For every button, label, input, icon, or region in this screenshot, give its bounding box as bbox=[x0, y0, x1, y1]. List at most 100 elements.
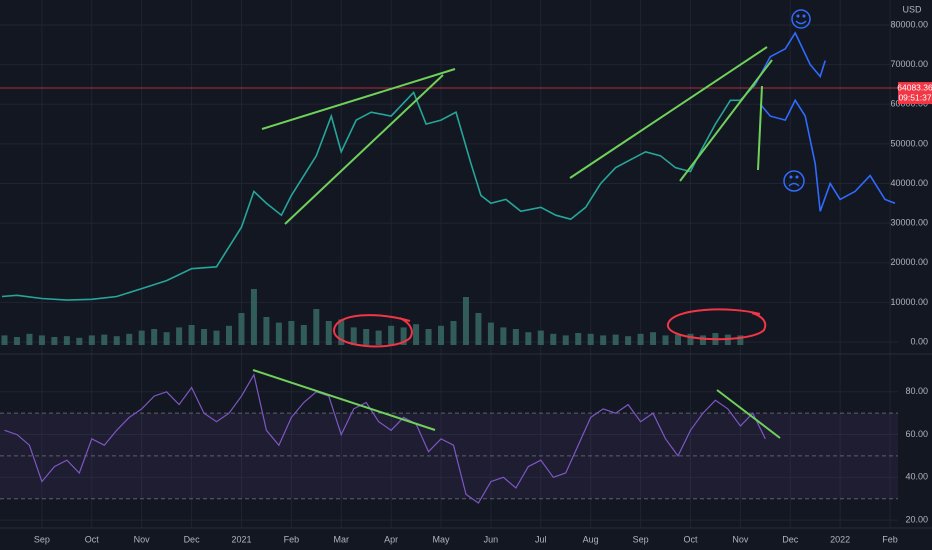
y-tick-label: 20000.00 bbox=[890, 257, 928, 267]
trendline bbox=[284, 74, 444, 225]
countdown-label: 09:51:37 bbox=[898, 92, 931, 102]
volume-bar bbox=[587, 333, 594, 345]
volume-bar bbox=[500, 327, 507, 345]
y-tick-label: 40000.00 bbox=[890, 178, 928, 188]
x-tick-label: May bbox=[433, 534, 451, 544]
volume-bar bbox=[225, 325, 232, 345]
drawings bbox=[252, 46, 781, 439]
marks bbox=[0, 31, 898, 504]
x-tick-label: 2022 bbox=[830, 534, 850, 544]
volume-bar bbox=[238, 313, 245, 345]
x-tick-label: Feb bbox=[284, 534, 300, 544]
trendline bbox=[757, 85, 763, 171]
x-tick-label: Dec bbox=[782, 534, 799, 544]
smileys bbox=[783, 9, 811, 192]
y-tick-label: 70000.00 bbox=[890, 59, 928, 69]
volume-bar bbox=[388, 325, 395, 345]
volume-bar bbox=[138, 330, 145, 345]
trendline bbox=[679, 59, 773, 182]
x-tick-label: Feb bbox=[882, 534, 898, 544]
volume-bar bbox=[400, 327, 407, 345]
volume-bar bbox=[101, 334, 108, 345]
volume-bar bbox=[250, 289, 257, 345]
eye bbox=[796, 14, 800, 18]
volume-bar bbox=[450, 321, 457, 345]
happy-mouth bbox=[795, 20, 807, 25]
x-tick-label: Dec bbox=[184, 534, 201, 544]
volume-bar bbox=[338, 319, 345, 345]
volume-bar bbox=[625, 336, 632, 345]
volume-bar bbox=[188, 325, 195, 345]
eye bbox=[802, 14, 806, 18]
x-tick-label: Mar bbox=[333, 534, 349, 544]
volume-bar bbox=[163, 332, 170, 345]
x-tick-label: Nov bbox=[134, 534, 151, 544]
volume-bar bbox=[113, 336, 120, 345]
x-tick-label: Sep bbox=[34, 534, 50, 544]
volume-bar bbox=[512, 329, 519, 345]
y-tick-label: 40.00 bbox=[905, 472, 928, 482]
eye bbox=[789, 175, 793, 179]
price-label-box bbox=[898, 82, 932, 105]
volume-bar bbox=[525, 332, 532, 345]
y-tick-label: 80.00 bbox=[905, 386, 928, 396]
volume-bar bbox=[300, 325, 307, 345]
volume-bar bbox=[176, 327, 183, 345]
volume-bar bbox=[76, 337, 83, 345]
volume-bar bbox=[413, 324, 420, 345]
series-line bbox=[759, 98, 896, 212]
volume-bar bbox=[350, 327, 357, 345]
volume-bar bbox=[662, 335, 669, 345]
volume-bar bbox=[550, 333, 557, 345]
volume-bar bbox=[612, 334, 619, 345]
x-tick-label: Oct bbox=[683, 534, 698, 544]
volume-bar bbox=[51, 337, 58, 345]
volume-bar bbox=[737, 335, 744, 345]
volume-bar bbox=[26, 333, 33, 345]
volume-bar bbox=[288, 321, 295, 345]
volume-bar bbox=[313, 309, 320, 345]
volume-bar bbox=[126, 333, 133, 345]
series-line bbox=[1, 83, 756, 301]
volume-bar bbox=[487, 322, 494, 345]
volume-bar bbox=[325, 321, 332, 345]
series-line bbox=[754, 31, 826, 85]
y-tick-label: 20.00 bbox=[905, 514, 928, 524]
axis-labels: Sep Oct Nov Dec 2021 Feb Mar Apr May Jun Jul Aug Sep… bbox=[34, 19, 932, 544]
volume-bar bbox=[151, 329, 158, 345]
volume-bar bbox=[375, 330, 382, 345]
volume-bar bbox=[275, 322, 282, 345]
happy-face bbox=[791, 9, 811, 29]
volume-bar bbox=[13, 337, 20, 345]
volume-bar bbox=[462, 297, 469, 345]
y-tick-label: 50000.00 bbox=[890, 138, 928, 148]
currency-label: USD bbox=[902, 4, 922, 14]
circles bbox=[332, 308, 767, 348]
price-label: 64083.36 bbox=[897, 82, 932, 92]
x-tick-label: Apr bbox=[384, 534, 398, 544]
x-tick-label: Aug bbox=[583, 534, 599, 544]
y-tick-label: 30000.00 bbox=[890, 218, 928, 228]
volume-bar bbox=[425, 329, 432, 345]
trendline bbox=[252, 369, 436, 431]
volume-bar bbox=[63, 336, 70, 345]
y-tick-label: 10000.00 bbox=[890, 297, 928, 307]
y-tick-label: 60.00 bbox=[905, 429, 928, 439]
circle-drawing bbox=[332, 314, 413, 348]
trendline bbox=[261, 68, 456, 130]
x-tick-label: 2021 bbox=[231, 534, 251, 544]
volume-bar bbox=[537, 330, 544, 345]
trendline bbox=[569, 46, 768, 179]
sad-mouth bbox=[788, 182, 800, 187]
volume-bar bbox=[38, 335, 45, 345]
x-tick-label: Oct bbox=[85, 534, 100, 544]
volume-bar bbox=[674, 334, 681, 345]
volume-bar bbox=[575, 333, 582, 345]
volume-bar bbox=[1, 335, 8, 345]
volume-bar bbox=[201, 329, 208, 345]
y-tick-label: 0.00 bbox=[910, 336, 928, 346]
sad-face bbox=[783, 170, 805, 192]
trendline bbox=[716, 389, 781, 439]
volume-bar bbox=[363, 329, 370, 345]
